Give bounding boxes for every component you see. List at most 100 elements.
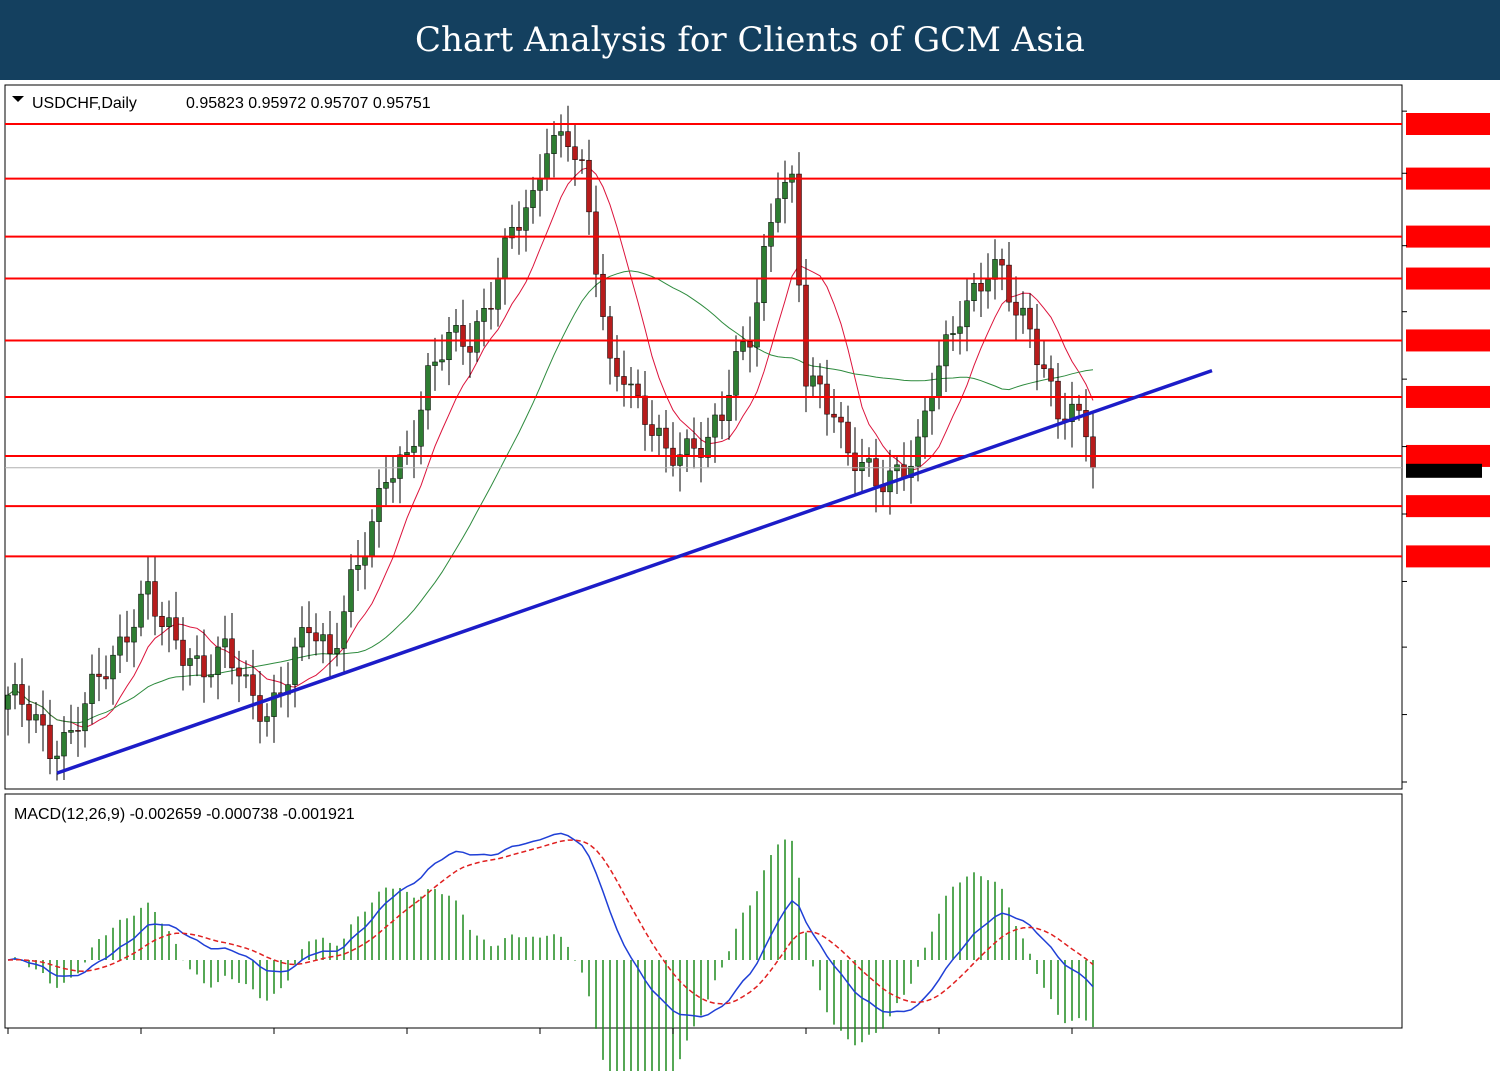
candle-body [698,448,704,458]
candle-body [985,279,991,292]
candle-body [544,153,550,179]
candle-body [229,638,235,669]
level-label-bg [1406,267,1490,290]
candle-body [138,593,144,628]
candle-body [47,724,53,760]
candle-body [607,316,613,359]
candle-body [572,146,578,160]
candle-body [1076,403,1082,411]
candle-body [754,302,760,348]
candle-body [1006,264,1012,303]
macd-main-line [7,832,1094,1018]
candle-body [75,730,81,732]
candle-body [964,300,970,328]
candle-body [1055,380,1061,420]
candle-body [369,521,375,557]
candle-body [957,326,963,334]
candle-body [348,569,354,612]
candle-body [929,397,935,412]
candle-body [54,755,60,760]
candle-body [271,692,277,717]
candle-body [999,259,1005,266]
candle-body [523,207,529,231]
candle-body [299,627,305,648]
level-label-bg [1406,444,1490,467]
candle-body [852,452,858,472]
candle-body [1020,307,1026,316]
candle-body [481,308,487,322]
candle-body [579,159,585,161]
candle-body [208,674,214,678]
candle-body [908,465,914,478]
candle-body [201,655,207,678]
candle-body [866,458,872,463]
candle-body [838,416,844,423]
candle-body [33,714,39,721]
candle-body [334,648,340,654]
candle-body [558,131,564,136]
candle-body [915,436,921,467]
candle-body [1069,403,1075,422]
last-price-bg [1406,463,1482,478]
candle-body [950,333,956,335]
candle-body [873,458,879,487]
candle-body [922,410,928,438]
candle-body [236,667,242,677]
candle-body [124,636,130,643]
candle-body [537,178,543,191]
candle-body [313,632,319,642]
candle-body [621,376,627,385]
candle-body [663,427,669,449]
candle-body [768,222,774,247]
candle-body [796,173,802,286]
candle-body [110,654,116,680]
candle-body [656,427,662,436]
candle-body [502,237,508,280]
candle-body [691,438,697,449]
candle-body [411,445,417,453]
candle-body [740,341,746,352]
candle-body [257,695,263,722]
candle-body [390,478,396,483]
candle-body [250,674,256,696]
candle-body [747,341,753,348]
candle-body [859,462,865,472]
moving-average-line [7,270,1094,724]
candle-body [565,131,571,147]
candle-body [488,308,494,310]
candle-body [5,694,11,710]
candle-body [327,634,333,654]
candle-body [978,282,984,292]
candle-body [320,634,326,642]
level-label-bg [1406,545,1490,568]
candle-body [782,181,788,199]
candle-body [425,365,431,411]
candle-body [89,673,95,704]
candle-body [705,436,711,458]
level-label-bg [1406,167,1490,190]
symbol-label: USDCHF,Daily [32,95,137,112]
candle-body [775,198,781,223]
candle-body [586,159,592,213]
candle-body [355,564,361,570]
candle-body [677,454,683,466]
banner-title: Chart Analysis for Clients of GCM Asia [0,0,1500,80]
candle-body [215,646,221,675]
candle-body [642,395,648,425]
candle-body [733,351,739,396]
candle-body [446,332,452,361]
candle-body [831,413,837,418]
ohlc-values: 0.95823 0.95972 0.95707 0.95751 [186,95,431,112]
candle-body [936,365,942,398]
level-label-bg [1406,225,1490,248]
dropdown-triangle-icon[interactable] [12,96,24,102]
candle-body [103,676,109,680]
candle-body [1048,368,1054,382]
candle-body [397,454,403,479]
candle-body [383,482,389,489]
candle-body [40,714,46,726]
candle-body [404,452,410,456]
candle-body [131,626,137,643]
candle-body [61,732,67,757]
candle-body [509,226,515,239]
